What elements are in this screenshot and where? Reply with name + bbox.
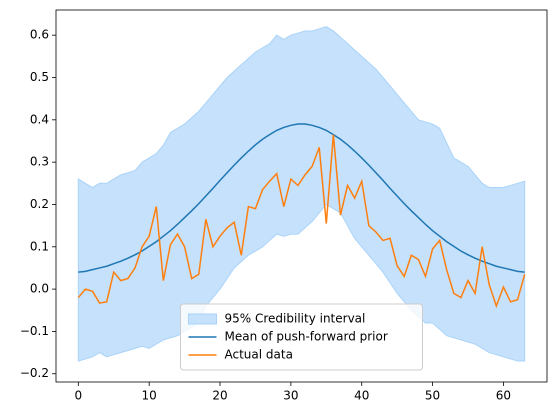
x-tick-label: 0 — [74, 389, 82, 403]
y-tick-label: 0.3 — [30, 155, 49, 169]
y-tick-label: 0.6 — [30, 28, 49, 42]
x-tick-label: 50 — [425, 389, 440, 403]
y-tick-label: 0.1 — [30, 239, 49, 253]
series-line — [78, 123, 525, 273]
legend-label: Actual data — [225, 348, 293, 362]
legend-swatch — [188, 313, 217, 325]
legend-label: 95% Credibility interval — [225, 312, 366, 326]
x-tick-label: 60 — [496, 389, 511, 403]
y-tick-label: −0.2 — [20, 366, 49, 380]
x-tick-label: 30 — [283, 389, 298, 403]
legend: 95% Credibility interval Mean of push-for… — [180, 303, 423, 371]
series-line — [77, 134, 526, 309]
credibility-band — [77, 26, 526, 362]
x-tick-label: 10 — [142, 389, 157, 403]
axes-frame — [55, 9, 548, 383]
x-tick-label: 20 — [212, 389, 227, 403]
y-tick-label: 0.5 — [30, 70, 49, 84]
legend-label: Mean of push-forward prior — [225, 330, 388, 344]
legend-box — [180, 303, 423, 371]
y-tick-label: −0.1 — [20, 324, 49, 338]
y-tick-label: 0.0 — [30, 282, 49, 296]
y-tick-label: 0.4 — [30, 112, 49, 126]
x-tick-label: 40 — [354, 389, 369, 403]
y-tick-label: 0.2 — [30, 197, 49, 211]
